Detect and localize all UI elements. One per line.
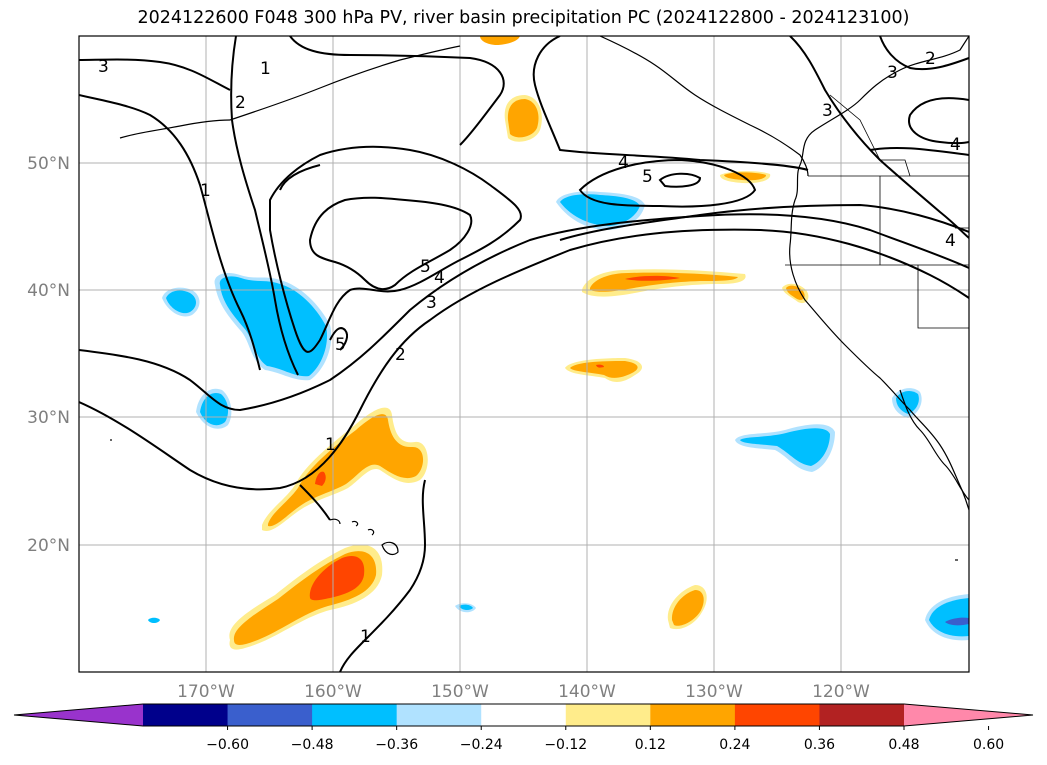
contour-label-2: 2 [395,345,406,365]
contour-label-4: 4 [618,153,629,173]
colorbar-segment [396,704,482,726]
lon-tick-label: 130°W [685,682,743,702]
contour-label-5: 5 [420,257,431,277]
contour-label-2: 2 [925,49,936,69]
map-panel: 1 1 1 1 2 2 2 3 3 3 3 4 4 4 4 5 5 5 [79,36,969,672]
borders [785,94,969,329]
colorbar-outline [13,703,1034,727]
lon-tick-label: 160°W [304,682,362,702]
lat-tick-label: 30°N [27,408,70,428]
contour-label-1: 1 [260,59,271,79]
colorbar-tick-label: −0.12 [544,737,587,753]
lon-tick-label: 140°W [558,682,616,702]
colorbar-tick-label: 0.36 [804,737,835,753]
pv-contour-labels: 1 1 1 1 2 2 2 3 3 3 3 4 4 4 4 5 5 5 [98,49,961,647]
gridlines [79,36,969,672]
colorbar-segment [312,704,398,726]
contour-label-1: 1 [325,435,336,455]
precip-positive-hawaii-south [229,544,383,650]
colorbar-segment [819,704,905,726]
contour-label-3: 3 [887,63,898,83]
colorbar-tick-label: −0.60 [206,737,249,753]
colorbar-segment [227,704,313,726]
contour-label-1: 1 [360,627,371,647]
lon-tick-label: 120°W [812,682,870,702]
colorbar-tick-label: 0.60 [973,737,1004,753]
contour-label-1: 1 [200,181,211,201]
map-frame [78,35,970,673]
colorbar-extend-max [904,704,1033,726]
precip-negative-central [214,273,332,381]
precip-negative-45n [556,191,645,230]
colorbar-tick-label: −0.36 [375,737,418,753]
lon-tick-label: 170°W [177,682,235,702]
contour-label-3: 3 [426,293,437,313]
map-title: 2024122600 F048 300 hPa PV, river basin … [137,8,910,28]
pv-contours [79,36,969,672]
contour-label-4: 4 [950,135,961,155]
colorbar-extend-min [14,704,143,726]
lat-tick-label: 40°N [27,281,70,301]
colorbar: −0.60 −0.48 −0.36 −0.24 −0.12 0.12 0.24 0.36 0.4… [13,703,1034,753]
colorbar-tick-label: 0.24 [719,737,750,753]
contour-label-2: 2 [235,93,246,113]
precip-negative-east [735,388,969,641]
contour-label-3: 3 [98,57,109,77]
colorbar-tick-label: 0.12 [635,737,666,753]
lon-tick-label: 150°W [431,682,489,702]
precip-positive-subtropical-arc [262,407,428,531]
lat-tick-label: 20°N [27,536,70,556]
lon-tick-labels: 170°W 160°W 150°W 140°W 130°W 120°W [177,682,870,702]
colorbar-tick-label: 0.48 [888,737,919,753]
contour-label-4: 4 [434,268,445,288]
colorbar-segment [143,704,229,726]
lat-tick-labels: 50°N 40°N 30°N 20°N [27,154,70,556]
coastlines [110,36,969,561]
contour-label-3: 3 [822,101,833,121]
lat-tick-label: 50°N [27,154,70,174]
colorbar-segment [565,704,651,726]
precip-positive-small [667,171,809,630]
contour-label-4: 4 [945,231,956,251]
colorbar-segment [481,704,567,726]
precip-positive-top [480,36,542,142]
contour-label-5: 5 [335,335,346,355]
precip-negative-small-west [148,287,476,623]
colorbar-tick-label: −0.48 [291,737,334,753]
colorbar-tick-label: −0.24 [460,737,503,753]
colorbar-segment [734,704,820,726]
colorbar-segment [650,704,736,726]
contour-label-5: 5 [642,167,653,187]
